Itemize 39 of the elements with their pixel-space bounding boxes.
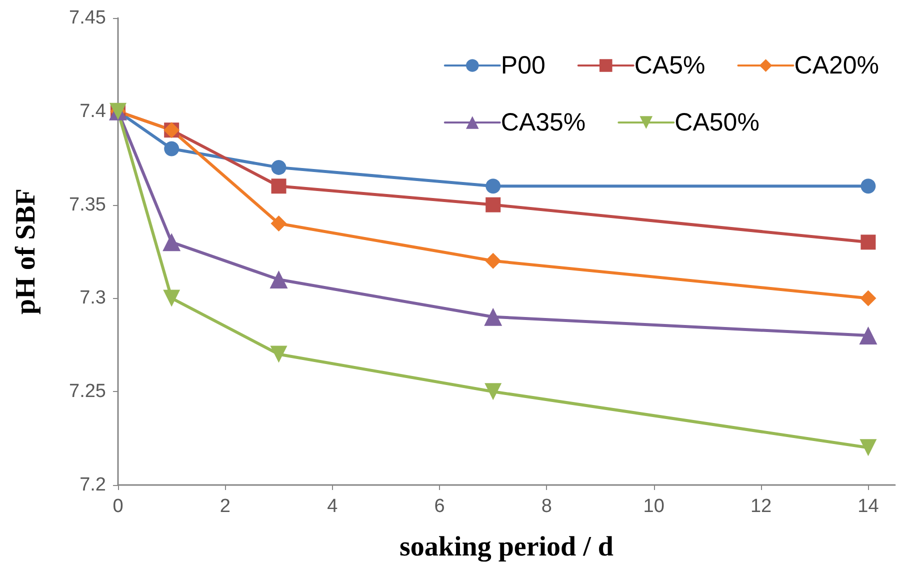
point [485,252,502,269]
legend-label: CA50% [674,108,760,136]
x-tick-label: 12 [750,496,772,517]
point [271,160,286,175]
point [486,178,501,194]
point [270,346,288,363]
x-tick-label: 2 [220,496,230,517]
legend-label: CA35% [500,108,586,136]
point [484,308,502,326]
point [164,141,180,156]
x-tick-label: 6 [434,496,445,517]
x-axis-title: soaking period / d [400,532,614,562]
legend-label: CA20% [794,52,879,80]
point [270,215,287,232]
point [859,326,878,345]
legend-label: CA5% [634,52,706,80]
y-tick-label: 7.45 [69,8,106,28]
y-tick-label: 7.3 [80,288,106,309]
x-tick-label: 4 [327,496,338,517]
x-tick-label: 0 [112,496,124,517]
legend-label: P00 [500,52,546,80]
y-axis-title: pH of SBF [10,188,42,315]
point [860,290,876,306]
y-tick-label: 7.2 [80,474,106,496]
point [486,197,501,212]
y-tick-label: 7.4 [80,100,106,122]
point [860,234,876,250]
point [484,383,502,400]
point [860,178,876,194]
x-tick-label: 10 [643,496,664,517]
x-tick-label: 8 [541,496,552,517]
y-tick-label: 7.25 [69,381,106,402]
point [271,178,286,194]
point [162,233,181,252]
point [163,290,180,307]
y-tick-label: 7.35 [69,194,106,216]
x-tick-label: 14 [858,496,880,517]
point [270,270,288,289]
point [860,439,877,456]
